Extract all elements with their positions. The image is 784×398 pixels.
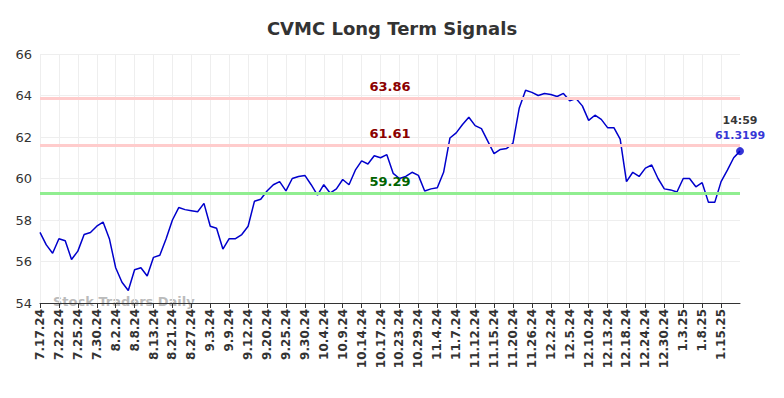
svg-text:10.4.24: 10.4.24 [317, 309, 331, 360]
svg-text:12.10.24: 12.10.24 [582, 309, 596, 368]
svg-text:7.22.24: 7.22.24 [52, 309, 66, 360]
svg-text:1.3.25: 1.3.25 [676, 309, 690, 352]
svg-text:10.17.24: 10.17.24 [374, 309, 388, 368]
svg-text:66: 66 [15, 47, 32, 62]
svg-text:12.5.24: 12.5.24 [563, 309, 577, 360]
svg-text:8.2.24: 8.2.24 [109, 309, 123, 352]
svg-text:14:59: 14:59 [722, 114, 757, 127]
svg-text:60: 60 [15, 171, 32, 186]
svg-text:CVMC Long Term Signals: CVMC Long Term Signals [267, 18, 517, 39]
svg-text:12.2.24: 12.2.24 [544, 309, 558, 360]
svg-text:10.14.24: 10.14.24 [355, 309, 369, 368]
svg-text:8.27.24: 8.27.24 [184, 309, 198, 360]
svg-text:62: 62 [15, 130, 32, 145]
svg-text:10.23.24: 10.23.24 [392, 309, 406, 368]
svg-text:1.8.25: 1.8.25 [695, 309, 709, 352]
svg-text:1.15.25: 1.15.25 [714, 309, 728, 360]
svg-text:7.17.24: 7.17.24 [33, 309, 47, 360]
svg-text:11.20.24: 11.20.24 [506, 309, 520, 368]
svg-text:11.7.24: 11.7.24 [449, 309, 463, 360]
svg-text:63.86: 63.86 [369, 79, 410, 94]
svg-text:64: 64 [15, 88, 32, 103]
svg-text:10.9.24: 10.9.24 [336, 309, 350, 360]
svg-text:7.25.24: 7.25.24 [71, 309, 85, 360]
svg-text:9.9.24: 9.9.24 [222, 309, 236, 352]
svg-text:54: 54 [15, 296, 32, 311]
svg-text:9.12.24: 9.12.24 [241, 309, 255, 360]
svg-text:12.24.24: 12.24.24 [638, 309, 652, 368]
svg-text:12.13.24: 12.13.24 [601, 309, 615, 368]
svg-text:Stock Traders Daily: Stock Traders Daily [53, 294, 195, 309]
svg-text:7.30.24: 7.30.24 [90, 309, 104, 360]
svg-text:11.4.24: 11.4.24 [430, 309, 444, 360]
svg-text:61.61: 61.61 [369, 126, 410, 141]
svg-text:8.8.24: 8.8.24 [128, 309, 142, 352]
svg-text:8.13.24: 8.13.24 [147, 309, 161, 360]
svg-text:10.29.24: 10.29.24 [411, 309, 425, 368]
svg-text:11.15.24: 11.15.24 [487, 309, 501, 368]
svg-text:11.12.24: 11.12.24 [468, 309, 482, 368]
svg-text:61.3199: 61.3199 [715, 129, 765, 142]
svg-text:9.20.24: 9.20.24 [260, 309, 274, 360]
svg-text:12.30.24: 12.30.24 [657, 309, 671, 368]
svg-text:59.29: 59.29 [369, 174, 410, 189]
svg-text:12.18.24: 12.18.24 [619, 309, 633, 368]
svg-text:56: 56 [15, 254, 32, 269]
svg-text:8.21.24: 8.21.24 [165, 309, 179, 360]
svg-text:9.30.24: 9.30.24 [298, 309, 312, 360]
svg-text:9.3.24: 9.3.24 [203, 309, 217, 352]
svg-text:11.26.24: 11.26.24 [525, 309, 539, 368]
svg-text:9.25.24: 9.25.24 [279, 309, 293, 360]
svg-text:58: 58 [15, 213, 32, 228]
